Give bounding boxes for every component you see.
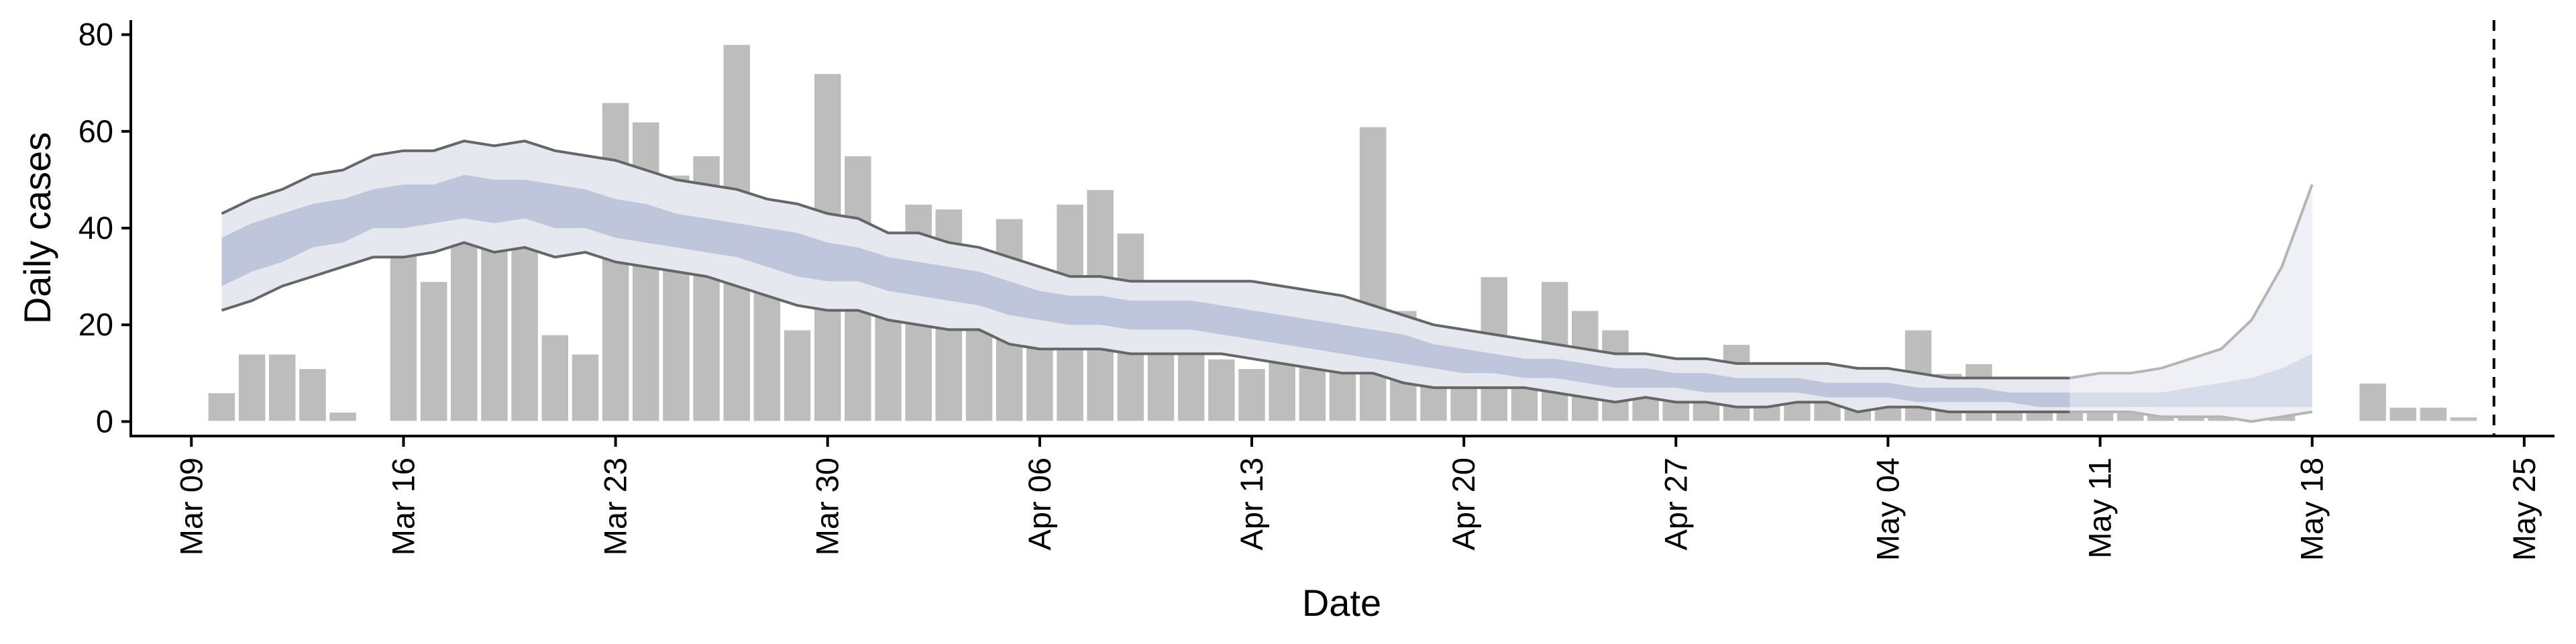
- bar: [237, 353, 267, 423]
- x-tick-label: May 04: [1870, 458, 1905, 561]
- bar: [328, 411, 358, 423]
- bar: [419, 280, 449, 423]
- bar: [1207, 358, 1236, 423]
- x-tick-label: Mar 16: [386, 458, 421, 555]
- y-tick-label: 60: [78, 113, 113, 149]
- bar: [2449, 416, 2479, 423]
- bar: [1237, 368, 1267, 423]
- x-tick-label: May 25: [2506, 458, 2542, 561]
- x-axis-label: Date: [1302, 582, 1381, 624]
- bar: [298, 368, 327, 423]
- x-tick-label: Apr 27: [1658, 458, 1693, 550]
- credible-interval-inner: [221, 174, 2070, 407]
- projection-upper-line: [2070, 184, 2314, 380]
- y-tick-label: 0: [96, 403, 113, 439]
- bar: [1631, 396, 1660, 423]
- x-tick-label: Apr 06: [1022, 458, 1057, 550]
- bar: [388, 252, 419, 423]
- bar: [449, 237, 479, 423]
- y-tick-label: 40: [78, 210, 113, 246]
- projection-interval-outer: [2070, 184, 2312, 422]
- bar: [207, 392, 237, 423]
- credible-interval-outer: [221, 141, 2070, 412]
- bar: [540, 333, 570, 423]
- plot-area: [207, 20, 2496, 436]
- lower-bound-line: [221, 241, 2070, 414]
- y-tick-label: 80: [78, 17, 113, 52]
- x-tick-label: Mar 09: [173, 458, 209, 555]
- upper-bound-line: [221, 140, 2070, 380]
- x-tick-label: Apr 20: [1446, 458, 1481, 550]
- bar: [2085, 411, 2115, 423]
- bar: [268, 353, 297, 423]
- bar: [2358, 382, 2387, 423]
- x-tick-label: Mar 30: [810, 458, 845, 555]
- tick-labels: 0 20 40 60 80 Mar 09 Mar 16 Mar 23 Mar 30 Apr 06 A…: [78, 17, 2542, 561]
- projection-lower-line: [2070, 411, 2313, 423]
- bar: [570, 353, 600, 423]
- projection-interval-inner: [2070, 354, 2312, 407]
- x-tick-label: May 11: [2082, 458, 2118, 559]
- x-tick-label: Apr 13: [1234, 458, 1269, 550]
- x-tick-label: May 18: [2294, 458, 2330, 561]
- bar: [2418, 406, 2449, 423]
- bar: [2055, 411, 2085, 423]
- bar: [2388, 406, 2418, 423]
- y-axis-label: Daily cases: [16, 132, 58, 324]
- x-tick-label: Mar 23: [598, 458, 633, 555]
- bar: [782, 329, 812, 423]
- y-tick-label: 20: [78, 307, 113, 342]
